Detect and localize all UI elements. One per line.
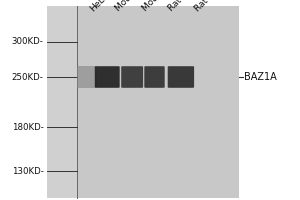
Text: Rat skeletal muscle: Rat skeletal muscle (194, 0, 262, 13)
Text: 300KD-: 300KD- (12, 38, 43, 46)
Text: Mouse spleen: Mouse spleen (141, 0, 191, 13)
Text: 130KD-: 130KD- (12, 166, 43, 176)
Bar (46, 6, 76, 198)
Text: 180KD-: 180KD- (12, 122, 43, 132)
Text: 250KD-: 250KD- (12, 72, 43, 82)
FancyBboxPatch shape (144, 66, 165, 88)
FancyBboxPatch shape (121, 66, 143, 88)
Text: BAZ1A: BAZ1A (244, 72, 277, 82)
Text: HeLa: HeLa (88, 0, 111, 13)
Text: Mouse lung: Mouse lung (114, 0, 157, 13)
Bar (46, 6, 238, 198)
FancyBboxPatch shape (168, 66, 194, 88)
FancyBboxPatch shape (95, 66, 120, 88)
Text: Rat lung: Rat lung (167, 0, 200, 13)
FancyBboxPatch shape (77, 66, 97, 88)
